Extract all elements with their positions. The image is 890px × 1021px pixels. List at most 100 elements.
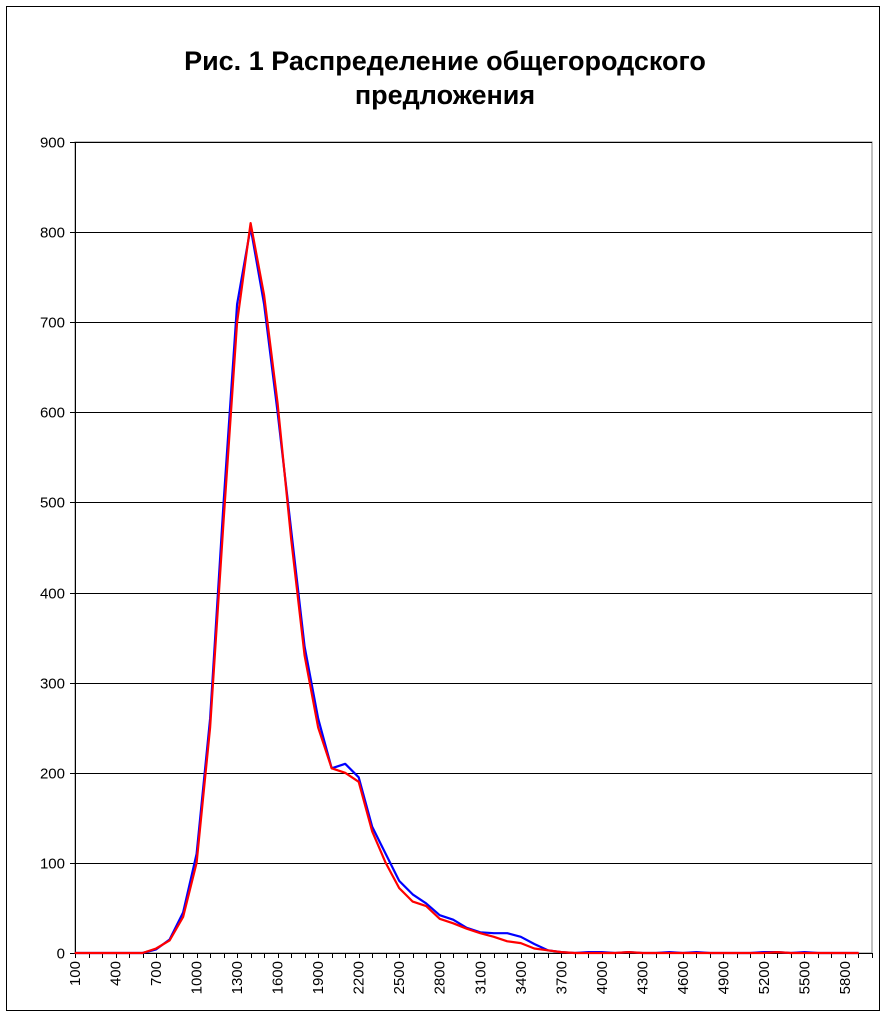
- x-tick-label-700: 700: [148, 961, 165, 986]
- series-2-point-52: [776, 951, 779, 953]
- series-2-point-28: [452, 922, 454, 924]
- series-1-point-25: [412, 893, 414, 896]
- x-tick-label-100: 100: [67, 961, 84, 986]
- series-2-point-1: [87, 952, 90, 954]
- series-2-point-23: [385, 862, 387, 864]
- series-1-point-20: [344, 763, 346, 765]
- y-tick-label-200: 200: [40, 766, 65, 783]
- y-tick-label-500: 500: [40, 495, 65, 512]
- series-1-point-28: [452, 919, 454, 921]
- series-2-point-27: [439, 918, 441, 920]
- series-1-point-26: [425, 902, 427, 905]
- series-1-point-31: [493, 932, 495, 934]
- series-2-point-45: [682, 952, 684, 954]
- x-tick-label-5200: 5200: [756, 961, 773, 994]
- series-2-point-34: [533, 947, 535, 950]
- series-2-point-10: [209, 727, 211, 729]
- series-1-point-21: [358, 776, 360, 778]
- series-2-point-15: [277, 402, 279, 404]
- y-tick-label-400: 400: [40, 586, 65, 603]
- series-2-point-14: [263, 294, 265, 296]
- series-1-point-34: [533, 943, 535, 945]
- x-tick-label-4600: 4600: [675, 961, 692, 994]
- y-tick-label-700: 700: [40, 315, 65, 332]
- series-2-point-30: [479, 932, 481, 934]
- x-tick-label-3700: 3700: [553, 961, 570, 994]
- series-2-point-56: [830, 952, 833, 954]
- y-tick-label-600: 600: [40, 405, 65, 422]
- series-2-point-40: [614, 952, 616, 954]
- y-tick-label-900: 900: [40, 135, 65, 152]
- series-2-point-16: [290, 537, 292, 540]
- x-tick-label-400: 400: [108, 961, 125, 986]
- x-tick-label-2500: 2500: [391, 961, 408, 994]
- series-2-point-11: [223, 519, 225, 522]
- series-2-point-4: [128, 952, 130, 954]
- x-tick-label-4300: 4300: [634, 961, 651, 994]
- series-2-point-3: [114, 952, 117, 954]
- x-tick-label-1600: 1600: [270, 961, 287, 994]
- series-1-point-32: [506, 932, 508, 934]
- series-2-point-2: [101, 952, 103, 954]
- series-2-point-20: [344, 772, 346, 774]
- x-tick-label-4900: 4900: [715, 961, 732, 994]
- x-tick-label-1000: 1000: [189, 961, 206, 994]
- x-tick-label-1900: 1900: [310, 961, 327, 994]
- series-2-point-37: [574, 952, 576, 954]
- series-2-point-25: [412, 901, 414, 903]
- series-2-point-48: [722, 952, 725, 954]
- series-2-point-49: [736, 952, 738, 954]
- y-tick-label-100: 100: [40, 856, 65, 873]
- y-tick-label-300: 300: [40, 676, 65, 693]
- series-2-point-24: [398, 887, 400, 889]
- x-tick-label-2200: 2200: [351, 961, 368, 994]
- series-2-point-7: [169, 939, 171, 942]
- series-2-point-46: [695, 952, 698, 954]
- series-2-point-50: [749, 952, 752, 954]
- series-2-point-53: [790, 952, 792, 954]
- series-2-point-39: [601, 952, 603, 954]
- series-1-point-24: [398, 880, 400, 882]
- series-2-point-21: [358, 781, 360, 783]
- x-tick-label-5500: 5500: [796, 961, 813, 994]
- series-2-point-44: [668, 952, 671, 954]
- series-2-point-36: [560, 951, 562, 953]
- x-tick-label-3400: 3400: [513, 961, 530, 994]
- series-2-point-38: [587, 952, 589, 954]
- series-2-point-22: [371, 830, 373, 833]
- x-tick-label-4000: 4000: [594, 961, 611, 994]
- x-tick-label-5800: 5800: [837, 961, 854, 994]
- series-2-point-33: [520, 942, 522, 944]
- series-2-point-55: [817, 952, 819, 954]
- series-2-point-18: [317, 727, 319, 729]
- series-2-point-57: [844, 952, 846, 954]
- series-1-point-23: [385, 853, 387, 855]
- series-2-point-8: [182, 916, 184, 918]
- series-2-point-29: [466, 928, 468, 930]
- x-tick-label-3100: 3100: [472, 961, 489, 994]
- series-2-point-9: [196, 862, 198, 864]
- y-tick-label-0: 0: [57, 946, 65, 963]
- series-2-point-42: [641, 952, 644, 954]
- series-2-point-35: [547, 949, 549, 951]
- series-1-point-27: [439, 914, 441, 916]
- series-1-point-18: [317, 718, 319, 720]
- series-2-point-54: [803, 952, 806, 954]
- plot-area: [74, 141, 873, 954]
- y-tick-label-800: 800: [40, 225, 65, 242]
- series-2-point-32: [506, 940, 508, 942]
- chart-title-line-1: Рис. 1 Распределение общегородского: [184, 46, 706, 76]
- series-2-point-43: [655, 952, 657, 954]
- series-2-point-5: [141, 952, 144, 954]
- chart-title-line-2: предложения: [354, 80, 536, 110]
- series-1-point-33: [520, 936, 522, 938]
- chart-title: Рис. 1 Распределение общегородского пред…: [0, 44, 890, 112]
- series-2-point-17: [304, 655, 306, 657]
- series-2-point-12: [236, 321, 238, 323]
- series-2-point-31: [493, 936, 495, 938]
- series-2-point-26: [425, 905, 427, 907]
- series-2-point-51: [763, 952, 765, 954]
- series-2-point-58: [857, 952, 860, 954]
- x-tick-label-2800: 2800: [432, 961, 449, 994]
